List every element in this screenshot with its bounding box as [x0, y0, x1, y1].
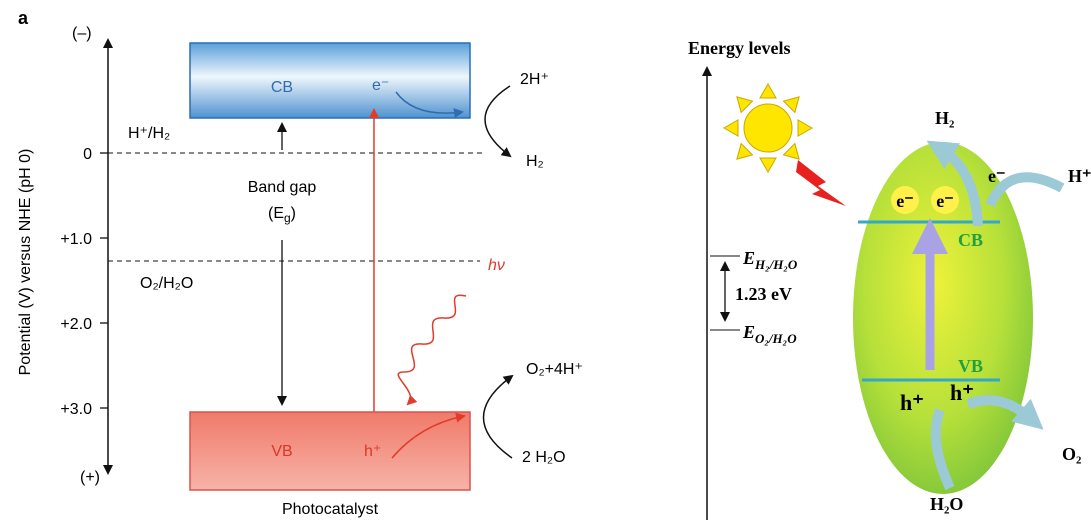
tick-label: +2.0 — [60, 316, 92, 333]
sun-ray — [760, 158, 776, 172]
right-panel: Energy levels e⁻ e⁻ CB VB h⁺ h⁺ EH₂/H₂O … — [688, 38, 1091, 520]
reactant: H₂O — [930, 494, 963, 514]
sun-ray — [798, 120, 812, 136]
text: ) — [291, 205, 296, 222]
conduction-band — [190, 43, 470, 118]
title: Energy levels — [688, 38, 790, 58]
axis-title: Potential (V) versus NHE (pH 0) — [17, 149, 34, 376]
text: g — [284, 211, 291, 225]
text: E — [742, 248, 755, 268]
gap-label: 1.23 eV — [735, 284, 792, 304]
electron: e⁻ — [988, 166, 1006, 186]
sun-ray — [784, 144, 805, 165]
hole: h⁺ — [900, 390, 924, 415]
sun-ray — [731, 144, 752, 165]
reactant: H⁺ — [1068, 166, 1091, 186]
left-panel: a (–) (+) Potential (V) versus NHE (pH 0… — [17, 8, 583, 518]
potential-label: EO₂/H₂O — [742, 322, 797, 346]
text: O₂/H₂O — [755, 331, 797, 346]
sun — [724, 84, 812, 172]
potential-label: H⁺/H₂ — [128, 125, 170, 142]
text: (E — [268, 205, 284, 222]
arrow — [484, 376, 513, 458]
product: H₂ — [526, 153, 544, 170]
reactant: 2 H₂O — [522, 449, 566, 466]
band-label: VB — [271, 443, 292, 460]
electron: e⁻ — [896, 191, 914, 211]
band-label: CB — [271, 79, 293, 96]
band-label: CB — [958, 230, 983, 250]
sun-ray — [760, 84, 776, 98]
tick-label: +3.0 — [60, 401, 92, 418]
potential-label: EH₂/H₂O — [742, 248, 798, 272]
hole: h⁺ — [364, 443, 381, 460]
band-label: VB — [958, 356, 983, 376]
reactant: 2H⁺ — [520, 71, 549, 88]
page: a (–) (+) Potential (V) versus NHE (pH 0… — [0, 0, 1091, 520]
light-wave — [398, 295, 466, 404]
sun-ray — [731, 91, 752, 112]
caption: Photocatalyst — [282, 501, 379, 518]
figure: a (–) (+) Potential (V) versus NHE (pH 0… — [0, 0, 1091, 520]
electron: e⁻ — [372, 77, 389, 94]
potential-label: O₂/H₂O — [140, 275, 193, 292]
lightning — [796, 160, 846, 206]
band-gap-label: Band gap — [248, 179, 317, 196]
sun-ray — [724, 120, 738, 136]
text: E — [742, 322, 755, 342]
valence-band — [190, 412, 470, 490]
light-label: hν — [488, 257, 505, 274]
arrow — [485, 86, 510, 156]
tick-label: +1.0 — [60, 231, 92, 248]
panel-label: a — [18, 8, 29, 28]
text: H₂/H₂O — [754, 257, 798, 272]
electron: e⁻ — [936, 191, 954, 211]
product: H₂ — [935, 108, 954, 128]
band-gap-symbol: (Eg) — [268, 205, 296, 225]
sun-disc — [744, 104, 792, 152]
axis-end-label: (–) — [72, 25, 92, 42]
product: O₂+4H⁺ — [526, 361, 583, 378]
axis-end-label: (+) — [80, 469, 100, 486]
tick-label: 0 — [83, 146, 92, 163]
product: O₂ — [1062, 444, 1081, 464]
sun-ray — [784, 91, 805, 112]
